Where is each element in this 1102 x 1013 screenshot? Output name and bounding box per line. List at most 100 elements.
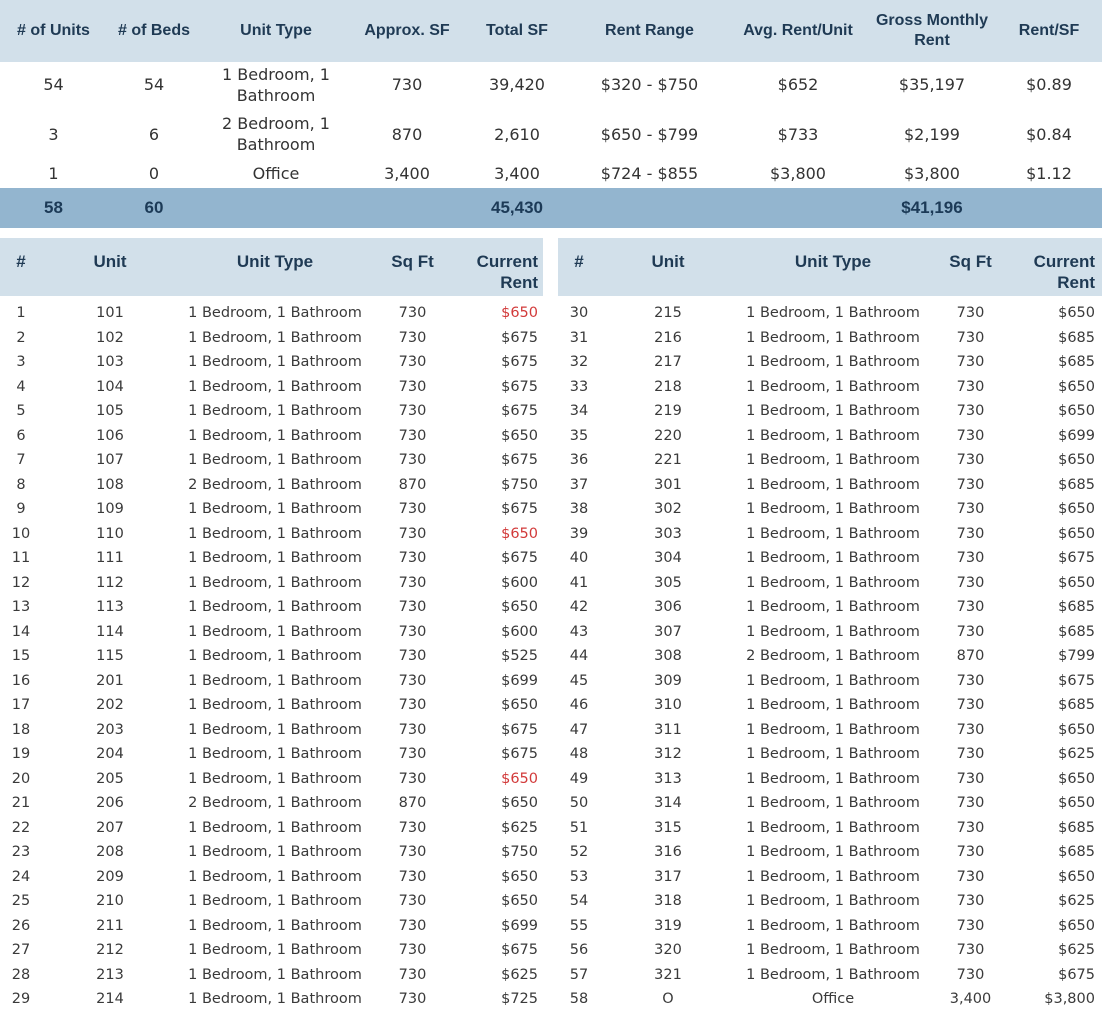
unit-id: 111 — [96, 550, 124, 566]
unit-sqft: 870 — [398, 795, 427, 811]
unit-number: 56 — [569, 942, 589, 958]
unit-type: 1 Bedroom, 1 Bathroom — [188, 525, 362, 542]
unit-number: 43 — [569, 623, 589, 640]
unit-sqft: 730 — [398, 746, 427, 762]
unit-number: 48 — [569, 746, 589, 762]
unit-sqft: 730 — [956, 378, 985, 395]
unit-rent: $625 — [501, 819, 538, 836]
total-beds: 60 — [144, 198, 164, 217]
summary-cell: $652 — [777, 75, 819, 94]
unit-type: 1 Bedroom, 1 Bathroom — [746, 550, 920, 566]
unit-rent: $650 — [1058, 574, 1095, 591]
summary-row: 3 6 2 Bedroom, 1 Bathroom 870 2,610 $650… — [0, 110, 1102, 158]
unit-id: 109 — [96, 501, 124, 517]
unit-number: 37 — [569, 476, 589, 493]
summary-cell: $650 - $799 — [600, 124, 699, 144]
unit-number: 32 — [569, 354, 589, 370]
summary-header-unit-type: Unit Type — [240, 22, 312, 39]
unit-sqft: 730 — [398, 844, 427, 860]
unit-rent: $650 — [1058, 452, 1095, 468]
unit-id: 216 — [654, 329, 682, 346]
unit-number: 13 — [11, 599, 31, 615]
unit-number: 1 — [16, 305, 26, 321]
unit-rent: $650 — [1058, 868, 1095, 885]
unit-type: 1 Bedroom, 1 Bathroom — [746, 868, 920, 885]
unit-type: 1 Bedroom, 1 Bathroom — [188, 329, 362, 346]
unit-type: 1 Bedroom, 1 Bathroom — [746, 329, 920, 346]
unit-id: 213 — [96, 966, 124, 983]
unit-id: 102 — [96, 329, 124, 346]
unit-id: 306 — [654, 599, 682, 615]
unit-rent: $650 — [1058, 305, 1095, 321]
unit-number: 42 — [569, 599, 589, 615]
summary-header-avg-rent: Avg. Rent/Unit — [743, 22, 853, 39]
unit-type: 1 Bedroom, 1 Bathroom — [746, 501, 920, 517]
unit-type: 1 Bedroom, 1 Bathroom — [188, 648, 362, 664]
unit-rent: $675 — [1058, 672, 1095, 689]
unit-type: 1 Bedroom, 1 Bathroom — [188, 403, 362, 419]
summary-header-beds: # of Beds — [117, 22, 190, 39]
unit-number: 58 — [569, 991, 589, 1007]
unit-rent: $685 — [1058, 844, 1095, 860]
summary-cell: 1 Bedroom, 1 Bathroom — [222, 64, 330, 105]
unit-sqft: 730 — [956, 599, 985, 615]
unit-id: 113 — [96, 599, 124, 615]
unit-number: 54 — [569, 893, 589, 909]
unit-id: 210 — [96, 893, 124, 909]
unit-sqft: 730 — [398, 991, 427, 1007]
summary-cell: $0.84 — [1026, 124, 1072, 144]
summary-cell: $0.89 — [1026, 75, 1072, 94]
unit-id: 311 — [654, 721, 682, 738]
unit-sqft: 730 — [398, 354, 427, 370]
unit-rent: $600 — [501, 623, 538, 640]
unit-number: 5 — [16, 403, 26, 419]
unit-number: 33 — [569, 378, 589, 395]
summary-cell: $3,800 — [770, 164, 826, 183]
unit-rent: $650 — [1058, 795, 1095, 811]
unit-type: 1 Bedroom, 1 Bathroom — [188, 697, 362, 713]
unit-number: 12 — [11, 574, 31, 591]
unit-sqft: 730 — [398, 574, 427, 591]
unit-type: 1 Bedroom, 1 Bathroom — [188, 819, 362, 836]
unit-rent: $750 — [501, 844, 538, 860]
unit-rent: $600 — [501, 574, 538, 591]
unit-type: 1 Bedroom, 1 Bathroom — [746, 697, 920, 713]
unit-id: 314 — [654, 795, 682, 811]
unit-id: 309 — [654, 672, 682, 689]
unit-type: 1 Bedroom, 1 Bathroom — [746, 795, 920, 811]
unit-type: 1 Bedroom, 1 Bathroom — [746, 599, 920, 615]
unit-rent: $675 — [501, 378, 538, 395]
unit-rent: $650 — [501, 525, 538, 542]
unit-number: 10 — [11, 525, 31, 542]
unit-type: 1 Bedroom, 1 Bathroom — [746, 452, 920, 468]
unit-rent: $650 — [501, 427, 538, 444]
summary-header-rent-sf: Rent/SF — [1018, 22, 1080, 39]
unit-rent: $675 — [501, 721, 538, 738]
summary-cell: 3 — [48, 124, 59, 144]
unit-number: 25 — [11, 893, 31, 909]
unit-number: 8 — [16, 476, 26, 493]
unit-number: 9 — [16, 501, 26, 517]
unit-type: 1 Bedroom, 1 Bathroom — [188, 991, 362, 1007]
summary-cell: 0 — [148, 164, 160, 183]
unit-sqft: 730 — [956, 329, 985, 346]
unit-id: 317 — [654, 868, 682, 885]
unit-type: 1 Bedroom, 1 Bathroom — [188, 746, 362, 762]
unit-sqft: 730 — [398, 942, 427, 958]
unit-rent: $675 — [501, 746, 538, 762]
unit-type: 1 Bedroom, 1 Bathroom — [746, 770, 920, 787]
summary-cell: $3,800 — [904, 164, 960, 183]
unit-id: 106 — [96, 427, 124, 444]
unit-number: 50 — [569, 795, 589, 811]
unit-rent: $650 — [1058, 378, 1095, 395]
unit-id: 207 — [96, 819, 124, 836]
unit-type: 1 Bedroom, 1 Bathroom — [746, 378, 920, 395]
unit-sqft: 730 — [956, 844, 985, 860]
unit-sqft: 730 — [398, 305, 427, 321]
unit-number: 44 — [569, 648, 589, 664]
unit-rent: $650 — [1058, 501, 1095, 517]
unit-sqft: 730 — [956, 501, 985, 517]
summary-cell: 39,420 — [489, 75, 545, 94]
unit-type: 1 Bedroom, 1 Bathroom — [188, 917, 362, 934]
unit-type: 1 Bedroom, 1 Bathroom — [746, 476, 920, 493]
